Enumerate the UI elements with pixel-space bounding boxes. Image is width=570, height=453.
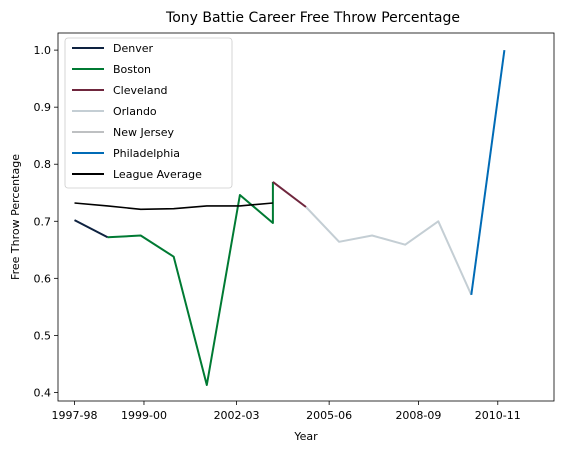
series-line-5 (470, 49, 506, 296)
legend-label: Denver (113, 42, 153, 55)
legend-label: Boston (113, 63, 151, 76)
x-tick-label: 1999-00 (121, 409, 167, 422)
y-tick-label: 0.4 (34, 386, 52, 399)
y-tick-label: 0.9 (34, 101, 52, 114)
legend-box (64, 37, 233, 189)
x-tick-label: 2002-03 (214, 409, 260, 422)
x-tick-label: 2010-11 (475, 409, 521, 422)
chart-title: Tony Battie Career Free Throw Percentage (165, 10, 460, 26)
x-axis: 1997-98 1999-00 2002-03 2005-06 2008-09 2010-… (52, 401, 521, 422)
series-line-6 (74, 202, 273, 211)
y-axis-label: Free Throw Percentage (9, 154, 22, 280)
y-tick-label: 0.8 (34, 158, 52, 171)
series-line-2 (272, 181, 307, 208)
x-axis-label: Year (293, 430, 318, 443)
y-axis: 0.4 0.5 0.6 0.7 0.8 0.9 1.0 (34, 44, 58, 399)
x-tick-label: 2005-06 (306, 409, 352, 422)
legend-label: Philadelphia (113, 147, 180, 160)
series-line-3 (305, 206, 473, 296)
legend-label: League Average (113, 168, 202, 181)
series-line-0 (74, 219, 109, 239)
plot-area (57, 32, 555, 402)
legend-label: New Jersey (113, 126, 175, 139)
legend-label: Cleveland (113, 84, 168, 97)
y-tick-label: 1.0 (34, 44, 52, 57)
series-line-1 (107, 181, 274, 386)
series-layer (74, 49, 506, 386)
legend: Denver Boston Cleveland Orlando New Jersey Ph… (64, 37, 233, 189)
y-tick-label: 0.5 (34, 329, 52, 342)
x-tick-label: 2008-09 (395, 409, 441, 422)
y-tick-label: 0.6 (34, 272, 52, 285)
legend-label: Orlando (113, 105, 157, 118)
y-tick-label: 0.7 (34, 215, 52, 228)
x-tick-label: 1997-98 (52, 409, 98, 422)
